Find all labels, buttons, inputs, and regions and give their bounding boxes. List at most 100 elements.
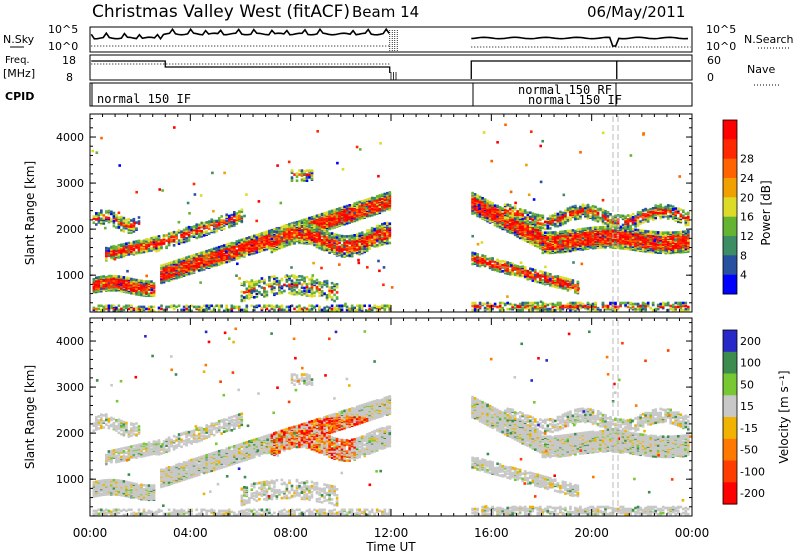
power-cell xyxy=(157,235,161,238)
power-cell xyxy=(132,217,136,221)
power-cell xyxy=(283,233,286,237)
power-cell xyxy=(195,305,198,309)
power-cell xyxy=(200,266,203,270)
power-cell xyxy=(110,218,113,222)
power-cell xyxy=(182,257,186,260)
power-cell xyxy=(348,204,351,207)
power-cell xyxy=(305,179,309,182)
power-cell xyxy=(248,236,251,239)
power-cell xyxy=(355,205,359,209)
power-cell xyxy=(170,231,173,235)
power-cell xyxy=(147,294,151,298)
power-cell xyxy=(298,220,301,223)
power-cell xyxy=(122,305,126,309)
power-cell xyxy=(258,279,261,283)
power-cell xyxy=(265,245,269,249)
power-cell xyxy=(160,307,163,311)
power-cell xyxy=(165,245,168,249)
power-cell xyxy=(383,222,387,225)
power-cell xyxy=(300,293,304,297)
power-cell xyxy=(172,239,176,242)
power-cell xyxy=(303,289,306,293)
power-cell xyxy=(202,234,206,237)
power-cell xyxy=(594,240,597,244)
power-cell xyxy=(493,204,497,207)
power-cell xyxy=(343,205,346,209)
power-cell xyxy=(265,230,269,234)
power-cell xyxy=(150,305,153,309)
power-cell xyxy=(162,263,166,267)
power-cell xyxy=(278,292,281,295)
power-cell xyxy=(127,304,131,308)
power-cell xyxy=(152,236,156,239)
power-cell xyxy=(313,243,316,247)
power-cell xyxy=(300,278,304,281)
power-cell xyxy=(135,243,138,246)
power-cell xyxy=(120,218,123,222)
power-cell xyxy=(270,304,274,308)
power-cell xyxy=(240,215,244,219)
power-cell xyxy=(375,305,379,309)
power-cell xyxy=(200,229,203,233)
power-cell xyxy=(147,292,151,296)
power-cell xyxy=(197,262,201,265)
power-cell xyxy=(205,304,208,308)
power-cell xyxy=(298,282,301,285)
power-cell xyxy=(308,294,311,298)
power-cell xyxy=(145,243,148,246)
power-cell xyxy=(549,231,552,234)
power-cell xyxy=(275,280,279,283)
power-cell xyxy=(117,281,121,284)
power-cell xyxy=(122,216,126,220)
power-cell xyxy=(363,233,366,236)
power-cell xyxy=(298,173,301,176)
power-cell xyxy=(175,276,178,280)
power-cell xyxy=(112,245,116,248)
power-cell xyxy=(197,229,201,233)
power-cell xyxy=(137,220,141,223)
power-cell xyxy=(245,252,249,255)
power-cell xyxy=(313,220,316,223)
power-cell xyxy=(335,222,339,225)
power-cell xyxy=(566,229,570,233)
power-cell xyxy=(230,220,234,224)
power-cell xyxy=(102,217,106,220)
power-cell xyxy=(145,291,148,294)
power-cell xyxy=(205,225,208,228)
power-cell xyxy=(97,276,101,279)
power-cell xyxy=(172,260,176,263)
power-cell xyxy=(298,233,301,236)
power-cell xyxy=(248,297,251,300)
power-cell xyxy=(222,227,226,231)
power-cell xyxy=(240,298,244,302)
power-cell xyxy=(228,255,231,259)
power-cell xyxy=(225,243,228,246)
power-cell xyxy=(160,264,163,267)
power-cell xyxy=(157,249,161,252)
power-cell xyxy=(263,304,266,308)
power-cell xyxy=(207,232,211,235)
power-cell xyxy=(544,231,547,234)
power-cell xyxy=(308,304,311,308)
power-cell xyxy=(313,215,316,218)
power-cell xyxy=(142,243,146,247)
power-cell xyxy=(360,236,364,240)
power-cell xyxy=(112,276,116,280)
power-cell xyxy=(358,200,361,204)
power-cell xyxy=(278,305,281,309)
power-cell xyxy=(303,276,306,280)
power-cell xyxy=(584,227,587,230)
power-cell xyxy=(200,251,203,255)
power-cell xyxy=(130,283,133,287)
power-cell xyxy=(290,232,294,235)
power-cell xyxy=(333,233,336,236)
power-cell xyxy=(175,231,178,234)
power-cell xyxy=(135,245,138,248)
power-cell xyxy=(290,169,294,172)
power-cell xyxy=(100,284,103,288)
power-cell xyxy=(305,293,309,296)
power-cell xyxy=(305,217,309,221)
power-cell xyxy=(92,221,96,224)
power-cell xyxy=(370,240,374,243)
power-cell xyxy=(140,279,143,283)
